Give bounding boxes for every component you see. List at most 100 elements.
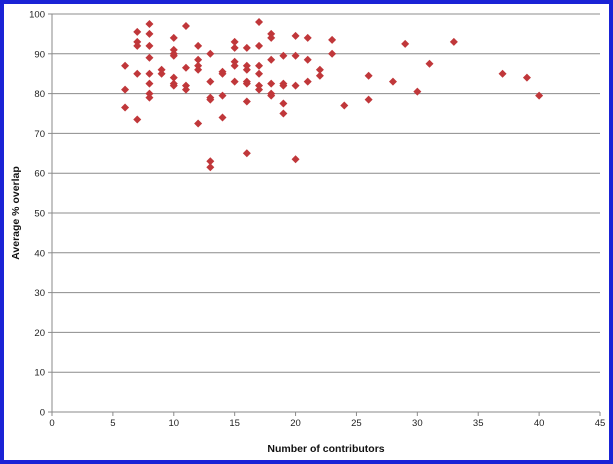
data-point [121, 61, 130, 70]
data-point [255, 17, 264, 26]
y-tick-label: 80 [34, 89, 45, 100]
data-point [121, 103, 130, 112]
data-point [303, 77, 312, 86]
data-point [291, 31, 300, 40]
data-point [230, 43, 239, 52]
data-point [206, 163, 215, 172]
x-tick-label: 15 [229, 418, 240, 429]
data-point [413, 87, 422, 96]
data-point [328, 49, 337, 58]
data-point [242, 97, 251, 106]
x-tick-label: 45 [595, 418, 606, 429]
data-point [328, 35, 337, 44]
data-point [242, 149, 251, 158]
data-point [194, 65, 203, 74]
data-point [194, 41, 203, 50]
data-point [401, 39, 410, 48]
data-point [169, 81, 178, 90]
y-tick-label: 30 [34, 288, 45, 299]
x-tick-label: 35 [473, 418, 484, 429]
data-point [303, 55, 312, 64]
y-tick-label: 100 [29, 10, 45, 21]
data-point [279, 99, 288, 108]
data-point [133, 69, 142, 78]
data-point [315, 71, 324, 80]
data-point [242, 43, 251, 52]
y-tick-label: 50 [34, 209, 45, 220]
data-point [181, 63, 190, 72]
data-point [425, 59, 434, 68]
gridlines [52, 13, 600, 373]
data-point [364, 71, 373, 80]
data-point [255, 85, 264, 94]
data-point [169, 33, 178, 42]
data-point [145, 53, 154, 62]
data-point [364, 95, 373, 104]
data-point [242, 79, 251, 88]
data-point [181, 21, 190, 30]
data-point [169, 73, 178, 82]
data-point [291, 81, 300, 90]
y-tick-label: 60 [34, 169, 45, 180]
x-tick-labels: 0 5 10 15 20 25 30 35 40 45 [49, 412, 605, 429]
data-point [449, 37, 458, 46]
data-point [133, 115, 142, 124]
data-point [291, 155, 300, 164]
y-tick-label: 10 [34, 368, 45, 379]
data-point [145, 69, 154, 78]
data-point [145, 79, 154, 88]
data-point [157, 69, 166, 78]
x-tick-label: 30 [412, 418, 423, 429]
data-point [498, 69, 507, 78]
y-tick-label: 0 [40, 408, 45, 419]
data-point [267, 79, 276, 88]
data-point [255, 41, 264, 50]
x-axis-title: Number of contributors [267, 443, 384, 455]
data-point [145, 93, 154, 102]
data-point [145, 19, 154, 28]
x-tick-label: 20 [290, 418, 301, 429]
x-tick-label: 5 [110, 418, 115, 429]
data-point [279, 109, 288, 118]
data-point [303, 33, 312, 42]
data-point [267, 91, 276, 100]
data-point [340, 101, 349, 110]
x-tick-label: 10 [168, 418, 179, 429]
data-point [230, 37, 239, 46]
data-point [535, 91, 544, 100]
data-point [121, 85, 130, 94]
x-tick-label: 40 [534, 418, 545, 429]
data-point [194, 55, 203, 64]
x-tick-label: 25 [351, 418, 362, 429]
y-tick-labels: 0 10 20 30 40 50 60 70 80 90 100 [29, 10, 52, 419]
data-point [181, 85, 190, 94]
data-point [267, 33, 276, 42]
data-point [242, 65, 251, 74]
x-tick-label: 0 [49, 418, 54, 429]
data-point [279, 81, 288, 90]
data-point [206, 95, 215, 104]
data-point [230, 77, 239, 86]
data-point [206, 77, 215, 86]
data-point [388, 77, 397, 86]
data-point [169, 51, 178, 60]
data-point [206, 157, 215, 166]
data-point [206, 49, 215, 58]
data-point [218, 67, 227, 76]
y-tick-label: 20 [34, 328, 45, 339]
data-point [279, 51, 288, 60]
data-points [121, 17, 544, 172]
data-point [218, 113, 227, 122]
data-point [133, 27, 142, 36]
data-point [315, 65, 324, 74]
data-point [194, 119, 203, 128]
data-point [255, 61, 264, 70]
data-point [230, 61, 239, 70]
data-point [218, 91, 227, 100]
data-point [133, 41, 142, 50]
y-tick-label: 90 [34, 49, 45, 60]
data-point [145, 29, 154, 38]
y-axis-title: Average % overlap [10, 166, 22, 260]
